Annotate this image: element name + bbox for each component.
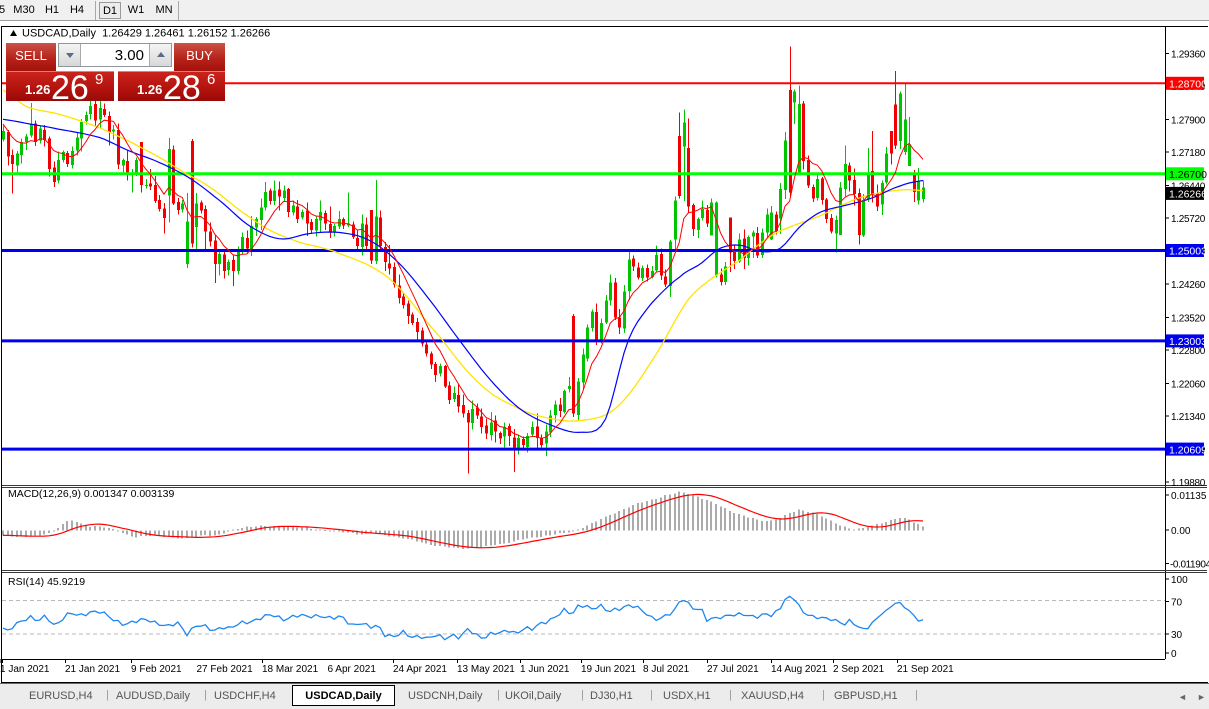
svg-text:1.23520: 1.23520 [1171, 313, 1206, 324]
svg-text:2 Sep 2021: 2 Sep 2021 [833, 664, 885, 675]
svg-text:1.26266: 1.26266 [1169, 189, 1207, 201]
svg-text:1 Jan 2021: 1 Jan 2021 [0, 664, 50, 675]
svg-text:70: 70 [1171, 598, 1183, 609]
svg-text:18 Mar 2021: 18 Mar 2021 [262, 664, 319, 675]
svg-text:30: 30 [1171, 630, 1183, 641]
svg-text:0: 0 [1171, 649, 1177, 660]
svg-text:1.25720: 1.25720 [1171, 214, 1206, 225]
svg-text:1.27900: 1.27900 [1171, 115, 1206, 126]
svg-text:1.22800: 1.22800 [1171, 346, 1206, 357]
svg-text:1.24260: 1.24260 [1171, 280, 1206, 291]
svg-text:1.20609: 1.20609 [1169, 444, 1207, 456]
svg-text:24 Apr 2021: 24 Apr 2021 [393, 664, 447, 675]
svg-text:1.21340: 1.21340 [1171, 412, 1206, 423]
svg-text:USDCAD,Daily 1.26429 1.26461: USDCAD,Daily 1.26429 1.26461 1.26152 1.2… [22, 28, 270, 40]
svg-text:27 Feb 2021: 27 Feb 2021 [197, 664, 254, 675]
svg-text:13 May 2021: 13 May 2021 [457, 664, 515, 675]
svg-text:1.29360: 1.29360 [1171, 49, 1206, 60]
svg-text:1.28700: 1.28700 [1169, 79, 1207, 91]
svg-text:RSI(14) 45.9219: RSI(14) 45.9219 [8, 576, 85, 588]
svg-text:0.00: 0.00 [1171, 526, 1191, 537]
svg-text:100: 100 [1171, 575, 1188, 586]
svg-text:1.27180: 1.27180 [1171, 148, 1206, 159]
svg-text:21 Sep 2021: 21 Sep 2021 [897, 664, 954, 675]
svg-text:1.26700: 1.26700 [1169, 169, 1207, 181]
svg-text:1 Jun 2021: 1 Jun 2021 [520, 664, 570, 675]
svg-text:1.23003: 1.23003 [1169, 336, 1207, 348]
svg-text:1.26440: 1.26440 [1171, 181, 1206, 192]
svg-text:1.19880: 1.19880 [1171, 478, 1206, 489]
svg-text:1.22060: 1.22060 [1171, 379, 1206, 390]
svg-text:9 Feb 2021: 9 Feb 2021 [131, 664, 182, 675]
svg-text:14 Aug 2021: 14 Aug 2021 [771, 664, 828, 675]
svg-text:8 Jul 2021: 8 Jul 2021 [643, 664, 690, 675]
svg-text:1.25003: 1.25003 [1169, 246, 1207, 258]
svg-text:21 Jan 2021: 21 Jan 2021 [65, 664, 120, 675]
svg-text:27 Jul 2021: 27 Jul 2021 [707, 664, 759, 675]
svg-text:19 Jun 2021: 19 Jun 2021 [581, 664, 636, 675]
svg-text:0.01135: 0.01135 [1171, 491, 1207, 502]
svg-text:MACD(12,26,9) 0.001347 0.00313: MACD(12,26,9) 0.001347 0.003139 [8, 488, 175, 500]
svg-text:-0.011904: -0.011904 [1170, 560, 1209, 571]
svg-text:6 Apr 2021: 6 Apr 2021 [328, 664, 377, 675]
